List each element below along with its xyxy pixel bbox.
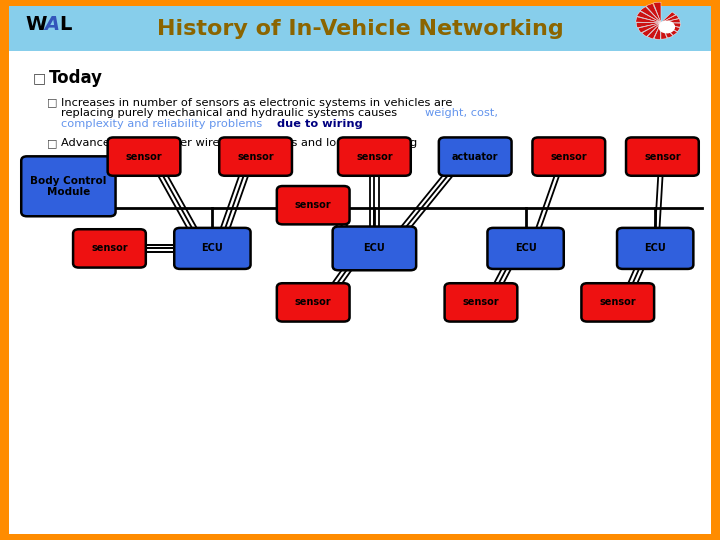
Text: sensor: sensor — [238, 152, 274, 161]
FancyBboxPatch shape — [333, 226, 416, 270]
Text: ECU: ECU — [202, 244, 223, 253]
Text: Increases in number of sensors as electronic systems in vehicles are: Increases in number of sensors as electr… — [61, 98, 453, 107]
Text: □: □ — [32, 71, 45, 85]
Text: actuator: actuator — [452, 152, 498, 161]
Text: sensor: sensor — [551, 152, 587, 161]
Wedge shape — [661, 23, 673, 38]
FancyBboxPatch shape — [22, 157, 115, 216]
Wedge shape — [638, 23, 661, 33]
FancyBboxPatch shape — [487, 228, 564, 269]
Wedge shape — [661, 23, 667, 39]
FancyBboxPatch shape — [108, 137, 181, 176]
FancyBboxPatch shape — [338, 137, 410, 176]
Text: A: A — [45, 15, 60, 34]
Wedge shape — [661, 15, 679, 23]
FancyBboxPatch shape — [277, 283, 350, 322]
Wedge shape — [661, 12, 675, 23]
FancyBboxPatch shape — [277, 186, 350, 225]
FancyBboxPatch shape — [582, 283, 654, 322]
Wedge shape — [636, 23, 661, 28]
FancyBboxPatch shape — [439, 137, 511, 176]
Circle shape — [659, 21, 675, 33]
Wedge shape — [646, 4, 661, 23]
Wedge shape — [654, 2, 661, 23]
Wedge shape — [661, 19, 680, 23]
FancyBboxPatch shape — [533, 137, 605, 176]
Wedge shape — [647, 23, 661, 39]
Text: History of In-Vehicle Networking: History of In-Vehicle Networking — [157, 18, 563, 39]
Text: sensor: sensor — [356, 152, 392, 161]
Text: Advances in low power wireless networks and local computing: Advances in low power wireless networks … — [61, 138, 418, 148]
Text: ECU: ECU — [364, 244, 385, 253]
Wedge shape — [654, 23, 661, 39]
Text: □: □ — [47, 98, 58, 107]
FancyBboxPatch shape — [220, 137, 292, 176]
Text: sensor: sensor — [463, 298, 499, 307]
FancyBboxPatch shape — [73, 229, 145, 267]
FancyBboxPatch shape — [626, 137, 698, 176]
FancyBboxPatch shape — [617, 228, 693, 269]
Text: sensor: sensor — [91, 244, 127, 253]
FancyBboxPatch shape — [9, 6, 711, 534]
Text: replacing purely mechanical and hydraulic systems causes: replacing purely mechanical and hydrauli… — [61, 109, 401, 118]
Text: sensor: sensor — [600, 298, 636, 307]
Text: complexity and reliability problems: complexity and reliability problems — [61, 119, 266, 129]
Wedge shape — [661, 23, 678, 35]
Text: weight, cost,: weight, cost, — [425, 109, 498, 118]
Text: Body Control
Module: Body Control Module — [30, 176, 107, 197]
FancyBboxPatch shape — [174, 228, 251, 269]
Wedge shape — [661, 23, 680, 32]
Text: sensor: sensor — [126, 152, 162, 161]
Wedge shape — [640, 6, 661, 23]
Wedge shape — [642, 23, 661, 37]
Text: ECU: ECU — [515, 244, 536, 253]
Text: L: L — [59, 15, 71, 34]
Wedge shape — [661, 23, 680, 27]
Wedge shape — [636, 11, 661, 23]
Text: Today: Today — [49, 69, 103, 87]
Text: due to wiring: due to wiring — [277, 119, 363, 129]
Text: □: □ — [47, 138, 58, 148]
Text: ECU: ECU — [644, 244, 666, 253]
FancyBboxPatch shape — [445, 283, 518, 322]
Text: W: W — [25, 15, 47, 34]
Text: sensor: sensor — [295, 298, 331, 307]
Text: sensor: sensor — [644, 152, 680, 161]
Text: sensor: sensor — [295, 200, 331, 210]
Wedge shape — [636, 17, 661, 23]
FancyBboxPatch shape — [9, 6, 711, 51]
